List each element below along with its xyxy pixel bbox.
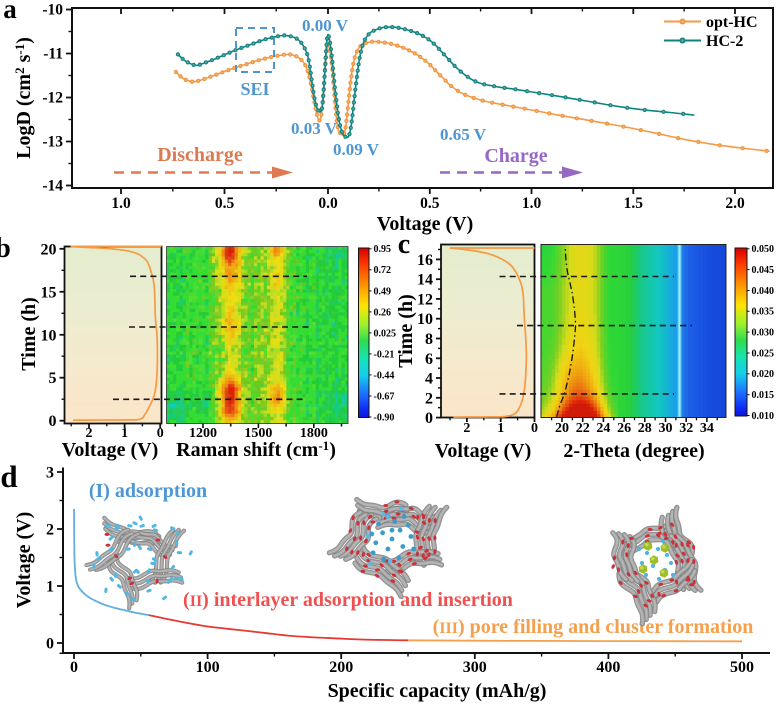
svg-text:(II) interlayer adsorption and: (II) interlayer adsorption and insertion	[183, 589, 513, 611]
svg-text:Charge: Charge	[484, 145, 547, 167]
svg-text:Voltage (V): Voltage (V)	[435, 440, 531, 462]
svg-text:1: 1	[121, 426, 128, 441]
svg-text:1200: 1200	[189, 426, 217, 441]
svg-text:-0.44: -0.44	[374, 370, 395, 381]
svg-text:-0.21: -0.21	[374, 349, 395, 360]
svg-text:0.045: 0.045	[752, 265, 775, 276]
svg-text:-0.67: -0.67	[374, 391, 395, 402]
svg-text:LogD (cm2 s-1): LogD (cm2 s-1)	[12, 37, 35, 159]
svg-text:16: 16	[417, 252, 433, 269]
svg-text:2: 2	[86, 426, 93, 441]
svg-text:a: a	[3, 0, 17, 24]
svg-text:Voltage (V): Voltage (V)	[377, 213, 473, 235]
svg-text:Raman shift (cm-1): Raman shift (cm-1)	[176, 438, 336, 461]
svg-text:2.0: 2.0	[725, 195, 745, 212]
svg-text:0: 0	[157, 426, 164, 441]
svg-text:26: 26	[617, 421, 631, 436]
svg-text:-10: -10	[42, 2, 63, 19]
svg-text:Discharge: Discharge	[157, 144, 243, 166]
svg-text:1.0: 1.0	[522, 195, 542, 212]
svg-text:-0.90: -0.90	[374, 412, 395, 423]
svg-text:0.49: 0.49	[374, 286, 392, 297]
svg-text:500: 500	[730, 659, 754, 676]
svg-text:0: 0	[425, 410, 433, 427]
svg-text:0.010: 0.010	[752, 411, 775, 422]
svg-text:0.0: 0.0	[318, 195, 338, 212]
svg-text:3: 3	[46, 465, 54, 482]
svg-text:0.040: 0.040	[752, 286, 775, 297]
svg-text:1.5: 1.5	[624, 195, 644, 212]
svg-text:1: 1	[46, 579, 54, 596]
svg-text:5: 5	[49, 370, 57, 387]
svg-text:0.5: 0.5	[420, 195, 440, 212]
svg-text:HC-2: HC-2	[706, 33, 743, 50]
svg-text:1500: 1500	[244, 426, 272, 441]
svg-text:b: b	[0, 233, 11, 264]
svg-text:30: 30	[659, 421, 673, 436]
svg-text:Voltage (V): Voltage (V)	[13, 512, 35, 608]
svg-text:10: 10	[417, 311, 433, 328]
svg-text:0: 0	[46, 636, 54, 653]
svg-text:4: 4	[425, 371, 433, 388]
svg-text:1800: 1800	[300, 426, 328, 441]
svg-text:d: d	[0, 459, 17, 494]
svg-text:Specific capacity (mAh/g): Specific capacity (mAh/g)	[328, 680, 547, 702]
svg-text:34: 34	[700, 421, 714, 436]
svg-text:22: 22	[576, 421, 590, 436]
svg-text:0.020: 0.020	[752, 369, 775, 380]
svg-text:24: 24	[596, 421, 610, 436]
svg-text:-14: -14	[42, 178, 63, 195]
svg-text:20: 20	[41, 241, 57, 258]
svg-text:12: 12	[417, 291, 433, 308]
svg-text:0.015: 0.015	[752, 390, 775, 401]
svg-text:SEI: SEI	[240, 79, 269, 99]
svg-text:0.025: 0.025	[752, 348, 775, 359]
svg-text:0: 0	[70, 659, 78, 676]
svg-text:Time (h): Time (h)	[18, 297, 40, 371]
svg-text:300: 300	[463, 659, 487, 676]
svg-text:8: 8	[425, 331, 433, 348]
svg-text:0: 0	[49, 413, 57, 430]
svg-text:opt-HC: opt-HC	[706, 14, 758, 31]
svg-text:200: 200	[329, 659, 353, 676]
svg-text:0.26: 0.26	[374, 307, 392, 318]
svg-text:-13: -13	[42, 134, 63, 151]
svg-text:28: 28	[638, 421, 652, 436]
svg-text:Voltage (V): Voltage (V)	[62, 439, 158, 461]
svg-text:2: 2	[46, 522, 54, 539]
svg-text:0.030: 0.030	[752, 328, 775, 339]
svg-text:0: 0	[531, 421, 538, 436]
svg-text:(I) adsorption: (I) adsorption	[89, 480, 207, 502]
svg-text:0.035: 0.035	[752, 307, 775, 318]
svg-text:10: 10	[41, 327, 57, 344]
svg-text:0.5: 0.5	[215, 195, 235, 212]
svg-text:0.03 V: 0.03 V	[291, 119, 338, 138]
svg-text:(III) pore filling and cluster: (III) pore filling and cluster formation	[433, 616, 754, 638]
svg-text:0.050: 0.050	[752, 244, 775, 255]
svg-text:-12: -12	[42, 90, 63, 107]
svg-text:2: 2	[463, 421, 470, 436]
svg-text:32: 32	[679, 421, 693, 436]
svg-text:-11: -11	[43, 46, 63, 63]
svg-text:6: 6	[425, 351, 433, 368]
svg-text:0.025: 0.025	[374, 328, 397, 339]
svg-text:0.65 V: 0.65 V	[440, 125, 487, 144]
svg-text:1: 1	[497, 421, 504, 436]
svg-text:0.72: 0.72	[374, 265, 392, 276]
svg-text:400: 400	[596, 659, 620, 676]
svg-text:15: 15	[41, 284, 57, 301]
svg-text:14: 14	[417, 272, 433, 289]
svg-text:Time (h): Time (h)	[395, 294, 417, 368]
svg-text:0.00 V: 0.00 V	[302, 16, 349, 35]
svg-text:2: 2	[425, 390, 433, 407]
svg-text:1.0: 1.0	[111, 195, 131, 212]
svg-text:c: c	[398, 229, 410, 260]
svg-text:2-Theta (degree): 2-Theta (degree)	[563, 440, 704, 462]
svg-text:20: 20	[555, 421, 569, 436]
svg-text:0.09 V: 0.09 V	[333, 140, 380, 159]
svg-text:0.95: 0.95	[374, 244, 392, 255]
svg-text:100: 100	[196, 659, 220, 676]
